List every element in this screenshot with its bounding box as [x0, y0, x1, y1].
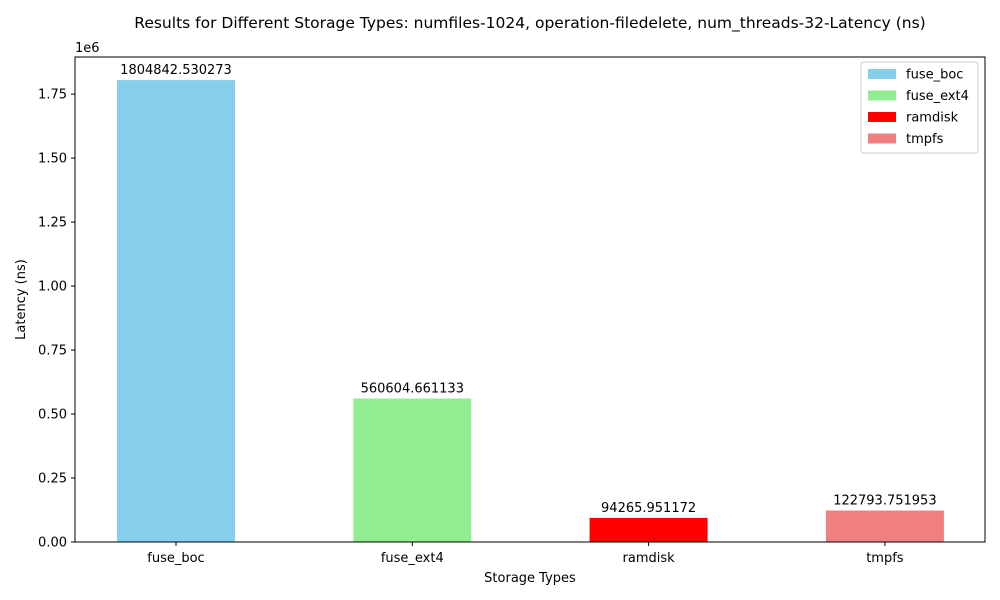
y-tick-label: 1.00	[38, 280, 67, 295]
legend-label-fuse-ext4: fuse_ext4	[906, 89, 969, 104]
legend-label-tmpfs: tmpfs	[906, 132, 944, 147]
value-label-fuse-ext4: 560604.661133	[361, 382, 464, 397]
bars-group	[117, 80, 944, 542]
y-tick-label: 0.25	[38, 472, 67, 487]
y-axis-offset-label: 1e6	[75, 41, 100, 56]
plot-frame	[74, 56, 986, 543]
x-axis-label: Storage Types	[484, 571, 576, 586]
value-label-tmpfs: 122793.751953	[833, 494, 936, 509]
legend-label-fuse-boc: fuse_boc	[906, 68, 963, 83]
y-axis-label: Latency (ns)	[14, 259, 29, 340]
y-tick-label: 0.50	[38, 408, 67, 423]
bar-tmpfs	[825, 510, 944, 542]
y-tick-label: 1.50	[38, 152, 67, 167]
bar-ramdisk	[589, 517, 708, 542]
y-axis: 0.00 0.25 0.50 0.75 1.00 1.25 1.50 1.75	[38, 88, 75, 551]
value-label-ramdisk: 94265.951172	[601, 501, 696, 516]
value-labels-group: 1804842.530273 560604.661133 94265.951172 1…	[120, 63, 936, 516]
legend-box	[860, 61, 979, 154]
x-tick-label: fuse_ext4	[381, 551, 444, 566]
x-axis: fuse_boc fuse_ext4 ramdisk tmpfs	[147, 542, 904, 566]
y-tick-label: 0.75	[38, 344, 67, 359]
x-tick-label: ramdisk	[623, 551, 676, 566]
x-tick-label: tmpfs	[866, 551, 904, 566]
y-tick-label: 1.75	[38, 88, 67, 103]
legend-label-ramdisk: ramdisk	[906, 111, 959, 126]
y-tick-label: 0.00	[38, 536, 67, 551]
bar-fuse-ext4	[353, 398, 472, 542]
chart-title: Results for Different Storage Types: num…	[134, 14, 925, 33]
bar-fuse-boc	[117, 80, 235, 542]
legend-swatch-tmpfs	[868, 133, 896, 144]
x-tick-label: fuse_boc	[147, 551, 204, 566]
value-label-fuse-boc: 1804842.530273	[120, 63, 232, 78]
y-tick-label: 1.25	[38, 216, 67, 231]
legend-swatch-ramdisk	[868, 112, 896, 122]
legend-swatch-fuse-ext4	[868, 90, 896, 101]
legend-swatch-fuse-boc	[868, 69, 896, 79]
